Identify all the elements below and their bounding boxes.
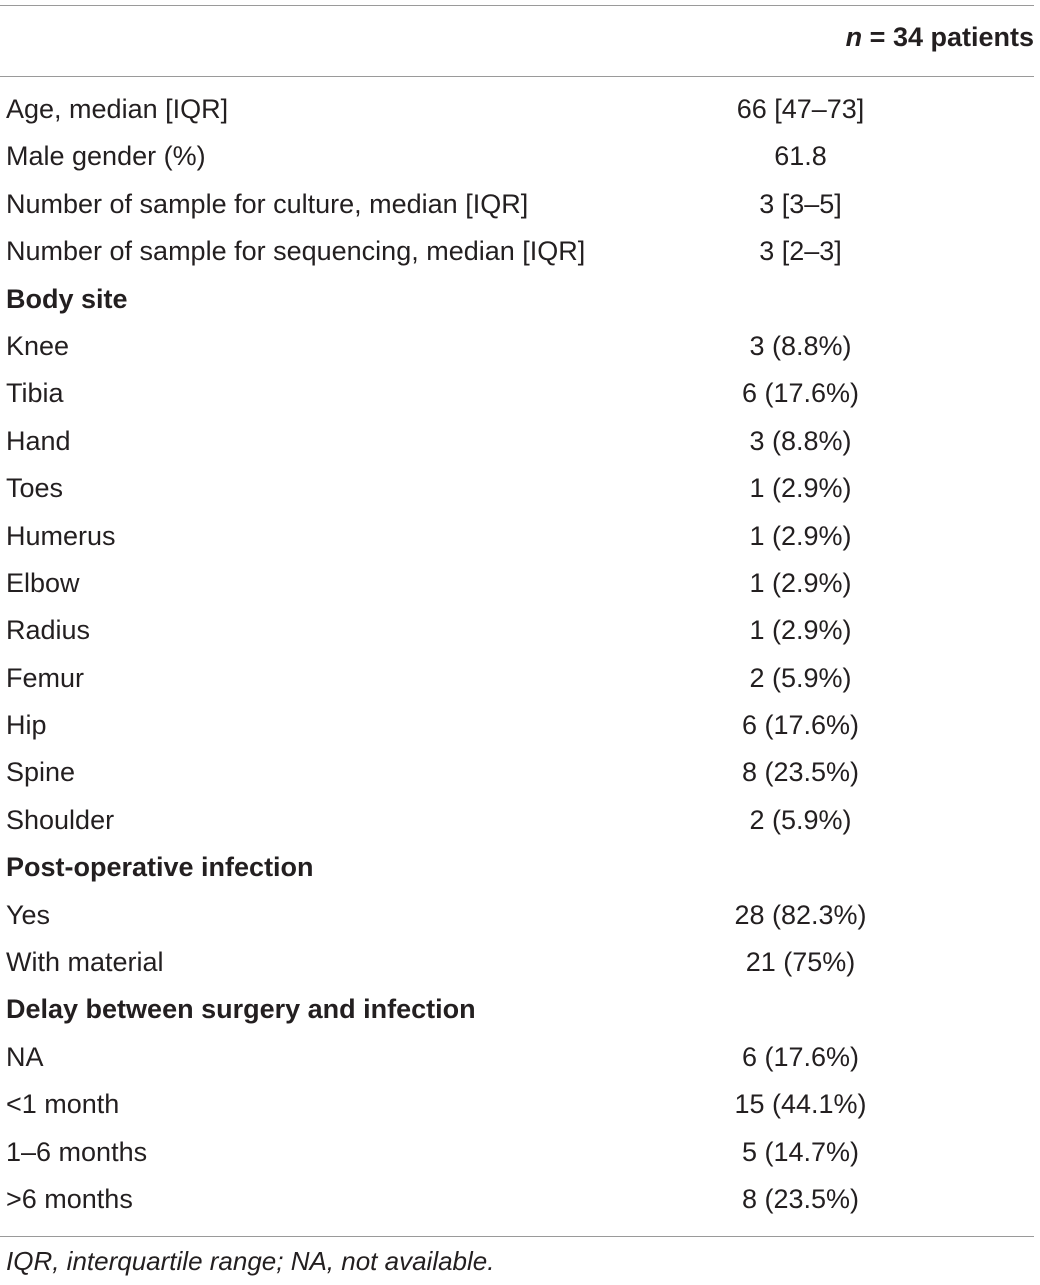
row-label: NA xyxy=(6,1041,44,1072)
table-row: Shoulder 2 (5.9%) xyxy=(0,799,1040,846)
row-value: 1 (2.9%) xyxy=(749,473,852,504)
row-value: 6 (17.6%) xyxy=(741,378,860,409)
table-footnote: IQR, interquartile range; NA, not availa… xyxy=(6,1246,495,1276)
row-label: Humerus xyxy=(6,520,116,551)
row-value: 61.8 xyxy=(774,141,827,172)
row-value: 21 (75%) xyxy=(745,947,856,978)
row-value: 8 (23.5%) xyxy=(741,757,860,788)
table-row: Elbow 1 (2.9%) xyxy=(0,562,1040,609)
row-value: 66 [47–73] xyxy=(736,94,865,124)
table-row: <1 month 15 (44.1%) xyxy=(0,1083,1040,1130)
row-label: Age, median [IQR] xyxy=(6,94,229,124)
row-value: 1 (2.9%) xyxy=(749,520,852,551)
row-label: Yes xyxy=(6,899,51,930)
bottom-rule xyxy=(0,1236,1034,1237)
n-symbol: n xyxy=(845,22,863,52)
column-header-text: = 34 patients xyxy=(862,22,1034,52)
row-label: Number of sample for sequencing, median … xyxy=(6,236,586,267)
table-row: Male gender (%) 61.8 xyxy=(0,135,1040,182)
row-value: 3 (8.8%) xyxy=(749,425,852,456)
table-row: Knee 3 (8.8%) xyxy=(0,325,1040,372)
row-value: 6 (17.6%) xyxy=(741,1041,860,1072)
row-label: Hip xyxy=(6,710,47,741)
row-value: 28 (82.3%) xyxy=(734,899,867,930)
table-row: Age, median [IQR] 66 [47–73] xyxy=(0,88,1040,135)
table-row: With material 21 (75%) xyxy=(0,941,1040,988)
table-row: Humerus 1 (2.9%) xyxy=(0,515,1040,562)
row-label: Hand xyxy=(6,425,71,456)
section-label: Body site xyxy=(6,283,128,314)
table-row: Spine 8 (23.5%) xyxy=(0,751,1040,798)
top-rule xyxy=(0,5,1034,6)
table-body: Age, median [IQR] 66 [47–73] Male gender (… xyxy=(0,88,1040,1225)
row-value: 2 (5.9%) xyxy=(749,804,852,835)
row-label: Number of sample for culture, median [IQ… xyxy=(6,188,529,219)
section-header-row: Body site xyxy=(0,278,1040,325)
row-value: 5 (14.7%) xyxy=(741,1136,860,1167)
row-label: Spine xyxy=(6,757,76,788)
table-row: Femur 2 (5.9%) xyxy=(0,657,1040,704)
row-label: Elbow xyxy=(6,567,80,598)
row-label: Knee xyxy=(6,330,70,361)
row-value: 2 (5.9%) xyxy=(749,662,852,693)
row-value: 15 (44.1%) xyxy=(734,1089,867,1120)
row-value: 1 (2.9%) xyxy=(749,567,852,598)
table-row: Tibia 6 (17.6%) xyxy=(0,372,1040,419)
column-header-patients: n = 34 patients xyxy=(846,22,1034,53)
section-label: Delay between surgery and infection xyxy=(6,994,476,1025)
table-row: >6 months 8 (23.5%) xyxy=(0,1178,1040,1225)
section-label: Post-operative infection xyxy=(6,852,314,883)
table-row: 1–6 months 5 (14.7%) xyxy=(0,1131,1040,1178)
table-row: Hip 6 (17.6%) xyxy=(0,704,1040,751)
row-value: 3 [2–3] xyxy=(759,236,842,267)
table-row: Hand 3 (8.8%) xyxy=(0,420,1040,467)
row-label: >6 months xyxy=(6,1183,133,1214)
section-header-row: Delay between surgery and infection xyxy=(0,988,1040,1035)
row-label: Toes xyxy=(6,473,64,504)
row-label: 1–6 months xyxy=(6,1136,148,1167)
row-value: 1 (2.9%) xyxy=(749,615,852,646)
row-value: 3 (8.8%) xyxy=(749,330,852,361)
row-value: 8 (23.5%) xyxy=(741,1183,860,1214)
table-row: Radius 1 (2.9%) xyxy=(0,609,1040,656)
row-label: Femur xyxy=(6,662,85,693)
row-label: <1 month xyxy=(6,1089,120,1120)
row-label: Male gender (%) xyxy=(6,141,206,172)
table-row: Number of sample for culture, median [IQ… xyxy=(0,183,1040,230)
table-row: Toes 1 (2.9%) xyxy=(0,467,1040,514)
table-row: Yes 28 (82.3%) xyxy=(0,894,1040,941)
table-row: NA 6 (17.6%) xyxy=(0,1036,1040,1083)
row-value: 3 [3–5] xyxy=(759,188,842,219)
row-label: With material xyxy=(6,947,164,978)
header-rule xyxy=(0,76,1034,77)
section-header-row: Post-operative infection xyxy=(0,846,1040,893)
table-row: Number of sample for sequencing, median … xyxy=(0,230,1040,277)
row-label: Radius xyxy=(6,615,91,646)
row-label: Shoulder xyxy=(6,804,115,835)
row-value: 6 (17.6%) xyxy=(741,710,860,741)
row-label: Tibia xyxy=(6,378,64,409)
